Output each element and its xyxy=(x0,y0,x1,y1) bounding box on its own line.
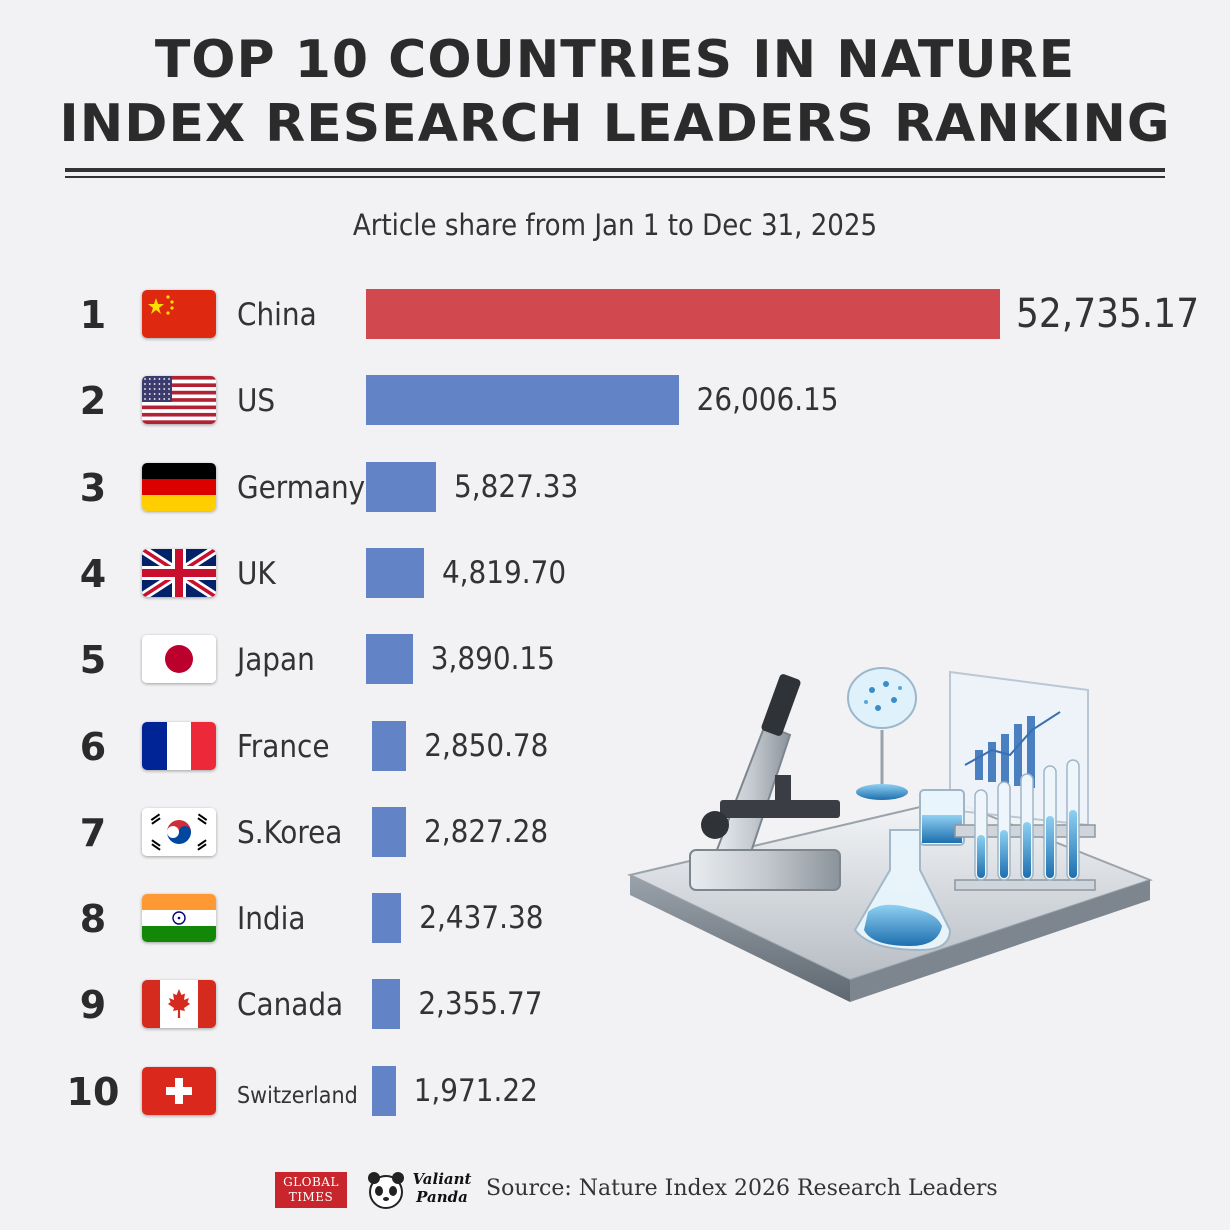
india-flag-icon xyxy=(142,894,216,943)
chart-row-7: 7 S.Korea 2,827.28 xyxy=(0,803,1230,863)
bar xyxy=(366,634,413,685)
value-label: 2,437.38 xyxy=(419,900,544,937)
rank-label: 5 xyxy=(79,638,107,683)
chart-row-9: 9 Canada 2,355.77 xyxy=(0,975,1230,1035)
rank-label: 4 xyxy=(79,551,107,596)
value-label: 2,827.28 xyxy=(423,813,549,850)
rank-label: 9 xyxy=(79,983,107,1028)
title-line-1: TOP 10 COUNTRIES IN NATURE xyxy=(154,30,1076,90)
bar xyxy=(366,289,1000,339)
category-label: US xyxy=(237,383,276,420)
bar xyxy=(372,979,401,1030)
bar xyxy=(372,1065,396,1116)
japan-flag-icon xyxy=(142,635,216,684)
bar xyxy=(372,893,402,944)
category-label: UK xyxy=(237,555,276,592)
footer: GLOBAL TIMES Valiant Panda Source: Natur… xyxy=(0,1170,1230,1214)
chart-row-1: 1 China 52,735.17 xyxy=(0,285,1230,345)
category-label: S.Korea xyxy=(237,814,343,851)
bar xyxy=(366,461,437,512)
uk-flag-icon xyxy=(142,548,216,597)
rank-label: 1 xyxy=(79,293,107,337)
switzerland-flag-icon xyxy=(142,1066,216,1115)
chart-row-4: 4 UK 4,819.70 xyxy=(0,544,1230,604)
title-line-2: INDEX RESEARCH LEADERS RANKING xyxy=(59,94,1171,154)
valiant-panda-line-2: Panda xyxy=(416,1188,468,1206)
global-times-logo: GLOBAL TIMES xyxy=(275,1172,347,1208)
category-label: Germany xyxy=(237,469,366,506)
value-label: 52,735.17 xyxy=(1016,291,1200,337)
value-label: 3,890.15 xyxy=(430,641,555,678)
rank-label: 2 xyxy=(79,379,107,424)
panda-icon xyxy=(368,1172,404,1209)
canada-flag-icon xyxy=(142,980,216,1029)
valiant-panda-line-1: Valiant xyxy=(412,1170,472,1188)
value-label: 2,850.78 xyxy=(424,727,549,764)
china-flag-icon xyxy=(142,290,216,338)
rank-label: 7 xyxy=(79,810,107,855)
chart-subtitle: Article share from Jan 1 to Dec 31, 2025 xyxy=(352,208,878,242)
valiant-panda-logo: Valiant Panda xyxy=(410,1170,474,1210)
chart-row-8: 8 India 2,437.38 xyxy=(0,889,1230,949)
laboratory-illustration xyxy=(626,667,1153,1002)
value-label: 4,819.70 xyxy=(441,554,567,591)
us-flag-icon xyxy=(142,376,216,425)
category-label: Japan xyxy=(237,642,315,679)
value-label: 1,971.22 xyxy=(413,1072,538,1109)
value-label: 5,827.33 xyxy=(454,468,579,505)
category-label: India xyxy=(237,901,306,938)
bar xyxy=(372,806,406,857)
bar xyxy=(366,547,424,598)
title-rule-thin xyxy=(65,176,1165,178)
chart-row-3: 3 Germany 5,827.33 xyxy=(0,458,1230,518)
bar xyxy=(372,720,407,771)
title-rule-thick xyxy=(65,168,1165,172)
category-label: Switzerland xyxy=(237,1082,358,1109)
rank-label: 8 xyxy=(79,897,107,942)
value-label: 2,355.77 xyxy=(418,986,543,1023)
germany-flag-icon xyxy=(142,462,216,511)
bar xyxy=(366,375,679,426)
category-label: France xyxy=(237,728,330,765)
category-label: China xyxy=(237,297,317,333)
source-note: Source: Nature Index 2026 Research Leade… xyxy=(486,1176,998,1201)
category-label: Canada xyxy=(237,987,344,1024)
value-label: 26,006.15 xyxy=(696,382,839,419)
rank-label: 3 xyxy=(79,465,107,510)
chart-row-10: 10 Switzerland 1,971.22 xyxy=(0,1062,1230,1122)
south-korea-flag-icon xyxy=(142,807,216,856)
chart-row-5: 5 Japan 3,890.15 xyxy=(0,630,1230,690)
chart-row-2: 2 US 26,006.15 xyxy=(0,371,1230,431)
rank-label: 6 xyxy=(79,724,107,769)
france-flag-icon xyxy=(142,721,216,770)
chart-row-6: 6 France 2,850.78 xyxy=(0,717,1230,777)
rank-label: 10 xyxy=(66,1069,120,1114)
